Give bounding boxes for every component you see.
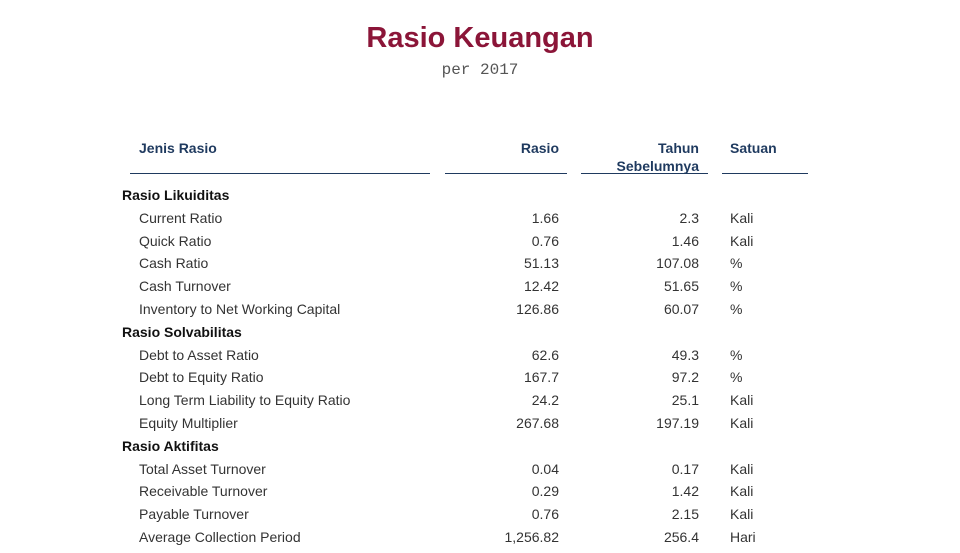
ratio-name: Debt to Equity Ratio (139, 369, 264, 386)
ratio-name: Average Collection Period (139, 528, 301, 545)
ratio-value: 1.66 (531, 209, 559, 226)
previous-year-value: 0.17 (671, 460, 699, 477)
unit-label: Hari (730, 528, 756, 545)
previous-year-value: 25.1 (671, 392, 699, 409)
table-row: Inventory to Net Working Capital 126.86 60… (0, 298, 960, 321)
unit-label: Kali (730, 460, 754, 477)
previous-year-value: 1.42 (671, 483, 699, 500)
table-row: Debt to Equity Ratio 167.7 97.2% (0, 366, 960, 389)
ratio-value: 0.76 (531, 232, 559, 249)
previous-year-value: 2.15 (671, 506, 699, 523)
unit-label: Kali (730, 414, 754, 431)
previous-year-value: 49.3 (671, 346, 699, 363)
ratio-value: 126.86 (516, 300, 559, 317)
previous-year-value: 197.19 (656, 414, 699, 431)
ratio-name: Long Term Liability to Equity Ratio (139, 392, 351, 409)
group-row: Rasio Aktifitas (0, 435, 960, 458)
column-header-satuan: Satuan (730, 140, 777, 156)
ratio-name: Inventory to Net Working Capital (139, 300, 341, 317)
table-row: Total Asset Turnover 0.04 0.17 Kali (0, 458, 960, 481)
ratio-value: 167.7 (523, 369, 559, 386)
unit-label: Kali (730, 392, 754, 409)
unit-label: % (730, 369, 743, 386)
ratio-name: Current Ratio (139, 209, 223, 226)
previous-year-value: 2.3 (679, 209, 699, 226)
column-rule-satuan (722, 173, 808, 174)
page-subtitle: per 2017 (441, 61, 519, 79)
ratio-name: Cash Turnover (139, 278, 231, 295)
ratio-value: 1,256.82 (504, 528, 560, 545)
unit-label: Kali (730, 506, 754, 523)
table-row: Quick Ratio 0.76 1.46 Kali (0, 230, 960, 253)
ratio-value: 24.2 (531, 392, 559, 409)
ratio-value: 0.76 (531, 506, 559, 523)
table-row: Cash Ratio 51.13 107.08% (0, 252, 960, 275)
previous-year-value: 97.2 (671, 369, 699, 386)
unit-label: Kali (730, 209, 754, 226)
unit-label: Kali (730, 483, 754, 500)
previous-year-value: 1.46 (671, 232, 699, 249)
column-rule-rasio (445, 173, 567, 174)
ratio-value: 0.04 (531, 460, 559, 477)
column-rule-tahun-sebelumnya (581, 173, 708, 174)
ratio-value: 62.6 (531, 346, 559, 363)
group-title: Rasio Likuiditas (122, 187, 230, 203)
unit-label: % (730, 255, 743, 272)
unit-label: % (730, 278, 743, 295)
ratio-name: Total Asset Turnover (139, 460, 266, 477)
table-row: Debt to Asset Ratio 62.6 49.3% (0, 344, 960, 367)
ratio-value: 267.68 (516, 414, 559, 431)
previous-year-value: 107.08 (656, 255, 699, 272)
table-row: Long Term Liability to Equity Ratio 24.2 2… (0, 389, 960, 412)
previous-year-value: 51.65 (663, 278, 699, 295)
ratio-table-body: Rasio Likuiditas Current Ratio 1.66 2.3 Kali… (0, 184, 960, 549)
column-header-tahun-line1: Tahun (658, 140, 699, 156)
column-header-rasio: Rasio (520, 140, 559, 156)
column-header-tahun-sebelumnya: Tahun Sebelumnya (581, 139, 699, 175)
table-row: Current Ratio 1.66 2.3 Kali (0, 207, 960, 230)
table-row: Average Collection Period 1,256.82 256.4 Ha… (0, 526, 960, 549)
ratio-name: Debt to Asset Ratio (139, 346, 259, 363)
previous-year-value: 60.07 (663, 300, 699, 317)
table-row: Equity Multiplier 267.68 197.19 Kali (0, 412, 960, 435)
group-title: Rasio Solvabilitas (122, 323, 242, 340)
unit-label: Kali (730, 232, 754, 249)
ratio-value: 0.29 (531, 483, 559, 500)
unit-label: % (730, 346, 743, 363)
ratio-value: 12.42 (523, 278, 559, 295)
column-rule-jenis-rasio (130, 173, 430, 174)
table-row: Receivable Turnover 0.29 1.42 Kali (0, 480, 960, 503)
ratio-name: Cash Ratio (139, 255, 209, 272)
column-header-jenis-rasio: Jenis Rasio (139, 140, 217, 156)
table-row: Cash Turnover 12.42 51.65% (0, 275, 960, 298)
table-row: Payable Turnover 0.76 2.15 Kali (0, 503, 960, 526)
group-title: Rasio Aktifitas (122, 437, 219, 454)
ratio-name: Equity Multiplier (139, 414, 238, 431)
page-title: Rasio Keuangan (366, 22, 594, 54)
column-header-tahun-line2: Sebelumnya (616, 158, 699, 174)
group-row: Rasio Solvabilitas (0, 321, 960, 344)
group-row: Rasio Likuiditas (0, 184, 960, 207)
unit-label: % (730, 300, 743, 317)
ratio-name: Receivable Turnover (139, 483, 268, 500)
ratio-name: Quick Ratio (139, 232, 212, 249)
ratio-value: 51.13 (523, 255, 559, 272)
ratio-name: Payable Turnover (139, 506, 249, 523)
previous-year-value: 256.4 (663, 528, 699, 545)
